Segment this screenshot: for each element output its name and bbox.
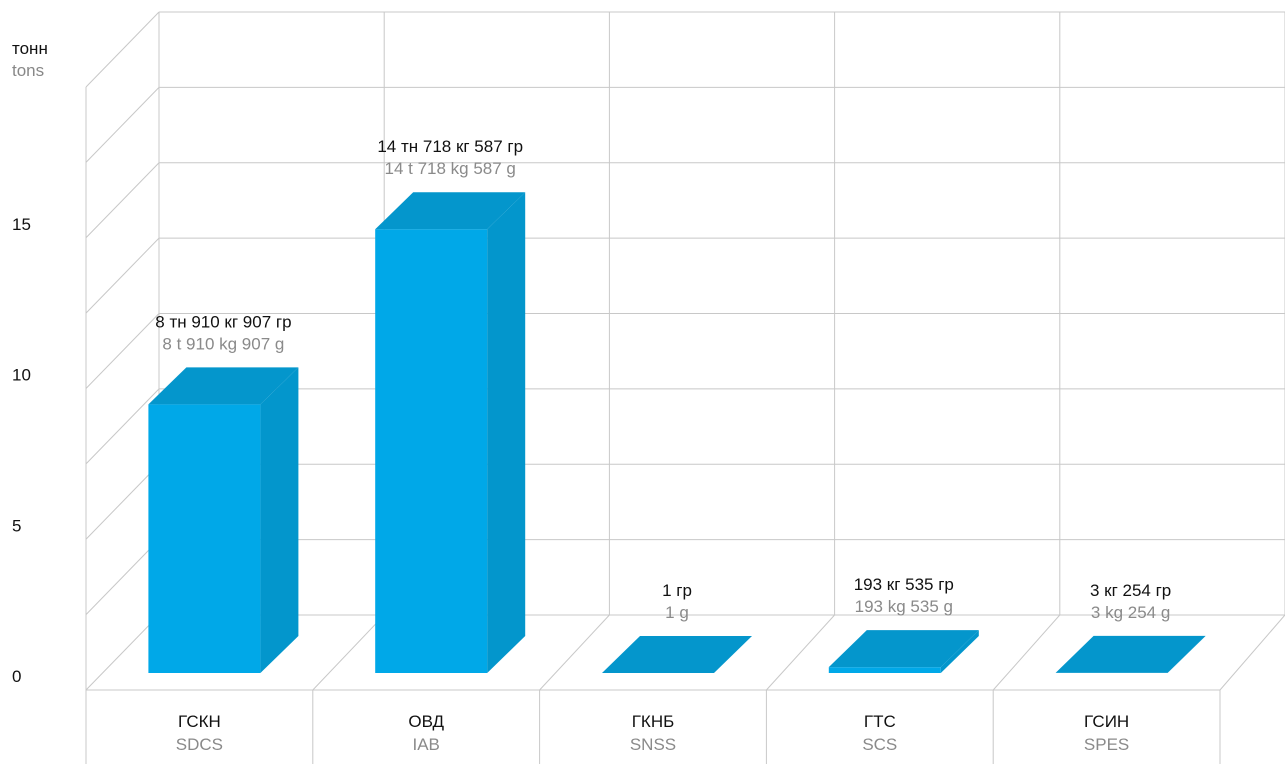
bar-top [1055,635,1206,673]
bar-value-label-ru: 14 тн 718 кг 587 гр [377,137,523,156]
category-label-en: SPES [1084,735,1129,754]
bar-top [148,367,299,405]
bar-side [260,367,299,673]
bar-side [1167,635,1206,673]
grid-line-side [85,87,160,163]
y-tick-label: 0 [12,667,21,686]
floor-diagonal [312,614,385,691]
bar-value-label-en: 14 t 718 kg 587 g [385,159,516,178]
grid-line-side [85,388,160,465]
bar-value-label-ru: 1 гр [662,581,692,600]
category-label-ru: ГКНБ [632,712,675,731]
floor-diagonal [1219,614,1285,691]
bar-top [375,192,526,230]
category-label-ru: ГТС [864,712,896,731]
y-tick-label: 15 [12,215,31,234]
bar-value-label-en: 1 g [665,603,689,622]
y-unit-ru: тонн [12,39,48,58]
y-tick-label: 5 [12,516,21,535]
grid-line-side [85,614,160,691]
bar-value-label-ru: 3 кг 254 гр [1090,581,1171,600]
bar-top [828,630,979,668]
category-label-ru: ОВД [408,712,444,731]
bar-value-label-en: 8 t 910 kg 907 g [162,334,284,353]
floor-diagonal [766,614,835,691]
category-label-en: SCS [862,735,897,754]
category-label-ru: ГСИН [1084,712,1129,731]
bar-side [940,630,979,673]
category-label-en: IAB [412,735,439,754]
grid-line-side [85,539,160,615]
bar-front [828,667,941,673]
floor-diagonal [539,614,610,691]
category-label-en: SNSS [630,735,676,754]
grid-line-side [85,162,160,239]
bar-front [375,229,488,673]
y-axis-unit: тонн tons [12,38,48,82]
grid-line-side [85,313,160,389]
bar-front [148,404,261,673]
bar-value-label-ru: 8 тн 910 кг 907 гр [155,312,291,331]
category-label-ru: ГСКН [178,712,221,731]
grid-line-side [85,11,160,88]
grid-line-side [85,463,160,540]
floor-diagonal [992,614,1061,691]
bar-value-label-ru: 193 кг 535 гр [854,575,954,594]
bar-value-label-en: 3 kg 254 g [1091,603,1170,622]
grid-line-side [85,237,160,314]
y-tick-label: 10 [12,366,31,385]
bar-side [487,192,526,673]
y-unit-en: tons [12,61,45,80]
bar-value-label-en: 193 kg 535 g [855,597,953,616]
category-label-en: SDCS [176,735,223,754]
bar-top [602,636,752,673]
